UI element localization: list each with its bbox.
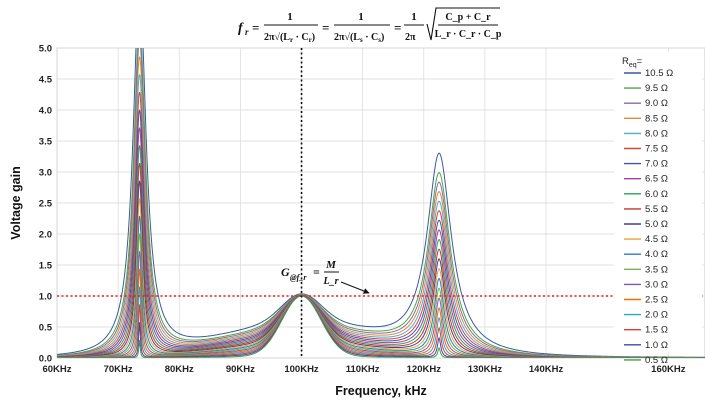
y-tick-label: 0.0 — [39, 354, 52, 365]
x-tick-label: 160KHz — [651, 364, 686, 375]
formula-equals-1: = — [252, 20, 259, 35]
formula-num-2: 1 — [358, 11, 364, 23]
legend-label: 2.5 Ω — [645, 295, 668, 306]
legend-label: 4.5 Ω — [645, 234, 668, 245]
x-tick-label: 90KHz — [226, 364, 255, 375]
y-axis-title: Voltage gain — [9, 166, 23, 239]
legend-label: 4.0 Ω — [645, 249, 668, 260]
formula-root-den: L_r · C_r · C_p — [435, 29, 502, 40]
legend-label: 6.0 Ω — [645, 189, 668, 200]
formula-den-1: 2π√(Lr · Cr) — [264, 32, 315, 44]
formula-num-3: 1 — [411, 11, 417, 23]
x-tick-label: 80KHz — [165, 364, 194, 375]
reference-lines — [57, 48, 705, 358]
x-tick-labels: 60KHz 70KHz 80KHz 90KHz 100KHz 110KHz 120KHz 13… — [42, 364, 685, 375]
x-tick-label: 110KHz — [346, 364, 380, 375]
legend-label: 9.0 Ω — [645, 98, 668, 109]
y-tick-label: 2.5 — [39, 199, 53, 210]
x-tick-label: 120KHz — [407, 364, 442, 375]
x-tick-label: 60KHz — [42, 364, 71, 375]
y-tick-label: 3.5 — [39, 137, 53, 148]
legend-label: 7.5 Ω — [645, 144, 668, 155]
x-tick-label: 100KHz — [284, 364, 319, 375]
legend-label: 6.5 Ω — [645, 174, 668, 185]
y-tick-labels: 0.0 0.5 1.0 1.5 2.0 2.5 3.0 3.5 4.0 4.5 5.0 — [39, 44, 53, 365]
legend-label: 0.5 Ω — [645, 355, 668, 366]
legend-label: 1.5 Ω — [645, 325, 668, 336]
formula-den-3: 2π — [405, 32, 416, 43]
y-tick-label: 1.5 — [39, 261, 53, 272]
legend-label: 10.5 Ω — [645, 68, 673, 79]
legend-label: 1.0 Ω — [645, 340, 668, 351]
x-tick-label: 70KHz — [104, 364, 133, 375]
gain-annotation: G @f_r = M L_r — [281, 259, 370, 294]
legend-label: 9.5 Ω — [645, 83, 668, 94]
gain-den: L_r — [323, 276, 339, 287]
legend-label: 8.0 Ω — [645, 128, 668, 139]
resonance-formula: f r = 1 2π√(Lr · Cr) = 1 2π√(Ls · Cs) = … — [238, 7, 502, 44]
y-tick-label: 4.0 — [39, 106, 52, 117]
formula-lhs: f — [238, 21, 244, 36]
formula-radical — [426, 7, 500, 41]
legend-label: 7.0 Ω — [645, 159, 668, 170]
x-tick-label: 140KHz — [529, 364, 564, 375]
formula-equals-3: = — [394, 20, 401, 35]
y-tick-label: 3.0 — [39, 168, 52, 179]
gain-curves — [57, 48, 705, 358]
formula-lhs-sub: r — [245, 27, 249, 37]
y-tick-label: 2.0 — [39, 230, 52, 241]
x-tick-label: 130KHz — [468, 364, 503, 375]
gain-equals: = — [313, 265, 320, 279]
y-tick-label: 5.0 — [39, 44, 52, 55]
formula-root-num: C_p + C_r — [445, 12, 491, 23]
legend-label: 5.5 Ω — [645, 204, 668, 215]
y-tick-label: 4.5 — [39, 75, 53, 86]
formula-equals-2: = — [322, 20, 329, 35]
legend-title: Req= — [622, 56, 643, 69]
gain-lhs-sub: @f_r — [290, 273, 307, 282]
formula-num-1: 1 — [287, 11, 293, 23]
legend-label: 3.5 Ω — [645, 264, 668, 275]
series-line — [57, 295, 705, 358]
legend-items: 10.5 Ω 9.5 Ω 9.0 Ω 8.5 Ω 8.0 Ω 7.5 Ω 7.0 Ω 6.5 … — [624, 68, 673, 366]
formula-den-2: 2π√(Ls · Cs) — [334, 32, 384, 44]
y-tick-label: 0.5 — [39, 323, 53, 334]
gain-arrow — [340, 281, 370, 294]
legend: Req= 10.5 Ω 9.5 Ω 9.0 Ω 8.5 Ω 8.0 Ω 7.5 Ω 7.0 … — [614, 52, 702, 366]
legend-background — [614, 52, 702, 352]
x-axis-title: Frequency, kHz — [335, 384, 426, 398]
legend-label: 5.0 Ω — [645, 219, 668, 230]
gain-lhs: G — [281, 265, 290, 279]
legend-label: 3.0 Ω — [645, 279, 668, 290]
legend-label: 2.0 Ω — [645, 310, 668, 321]
gain-num: M — [325, 259, 337, 271]
legend-label: 8.5 Ω — [645, 113, 668, 124]
y-tick-label: 1.0 — [39, 292, 52, 303]
